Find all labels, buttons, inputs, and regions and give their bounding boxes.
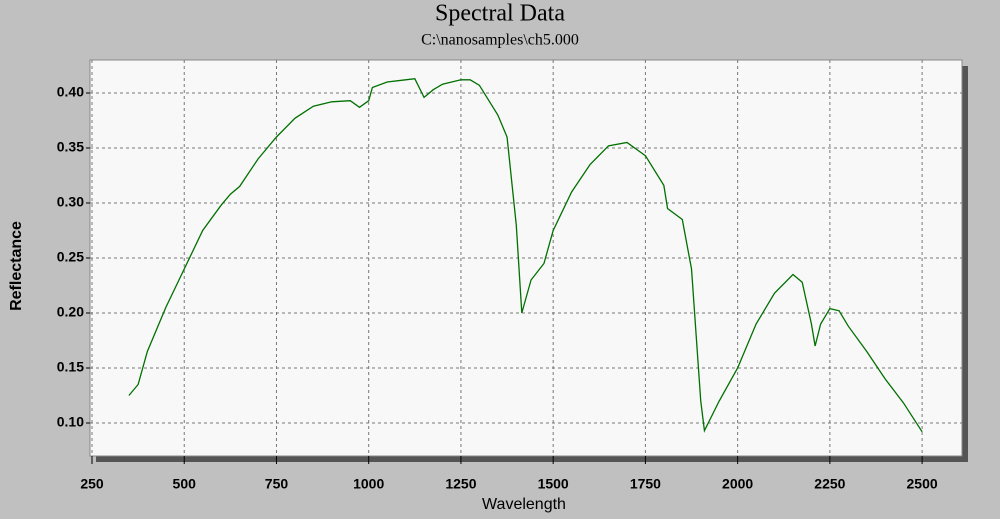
x-tick-label: 2250 bbox=[814, 476, 845, 492]
spectrum-line bbox=[128, 78, 923, 433]
y-tick-label: 0.20 bbox=[57, 304, 84, 320]
x-tick-label: 1500 bbox=[538, 476, 569, 492]
chart-title: Spectral Data bbox=[435, 1, 565, 27]
x-tick-label: 2500 bbox=[907, 476, 938, 492]
x-tick-label: 750 bbox=[265, 476, 289, 492]
y-tick-label: 0.10 bbox=[57, 414, 84, 430]
x-axis-label: Wavelength bbox=[482, 496, 566, 513]
chart-subtitle: C:\nanosamples\ch5.000 bbox=[421, 32, 579, 49]
y-tick-label: 0.40 bbox=[57, 84, 84, 100]
y-tick-label: 0.25 bbox=[57, 249, 84, 265]
x-tick-label: 1250 bbox=[445, 476, 476, 492]
y-tick-label: 0.15 bbox=[57, 359, 84, 375]
y-axis-label: Reflectance bbox=[8, 221, 25, 311]
y-tick-label: 0.35 bbox=[57, 139, 84, 155]
x-tick-label: 2000 bbox=[722, 476, 753, 492]
x-tick-label: 1750 bbox=[630, 476, 661, 492]
y-tick-label: 0.30 bbox=[57, 194, 84, 210]
x-tick-label: 500 bbox=[173, 476, 197, 492]
x-tick-label: 250 bbox=[80, 476, 104, 492]
x-tick-label: 1000 bbox=[353, 476, 384, 492]
plot-area bbox=[89, 59, 963, 457]
